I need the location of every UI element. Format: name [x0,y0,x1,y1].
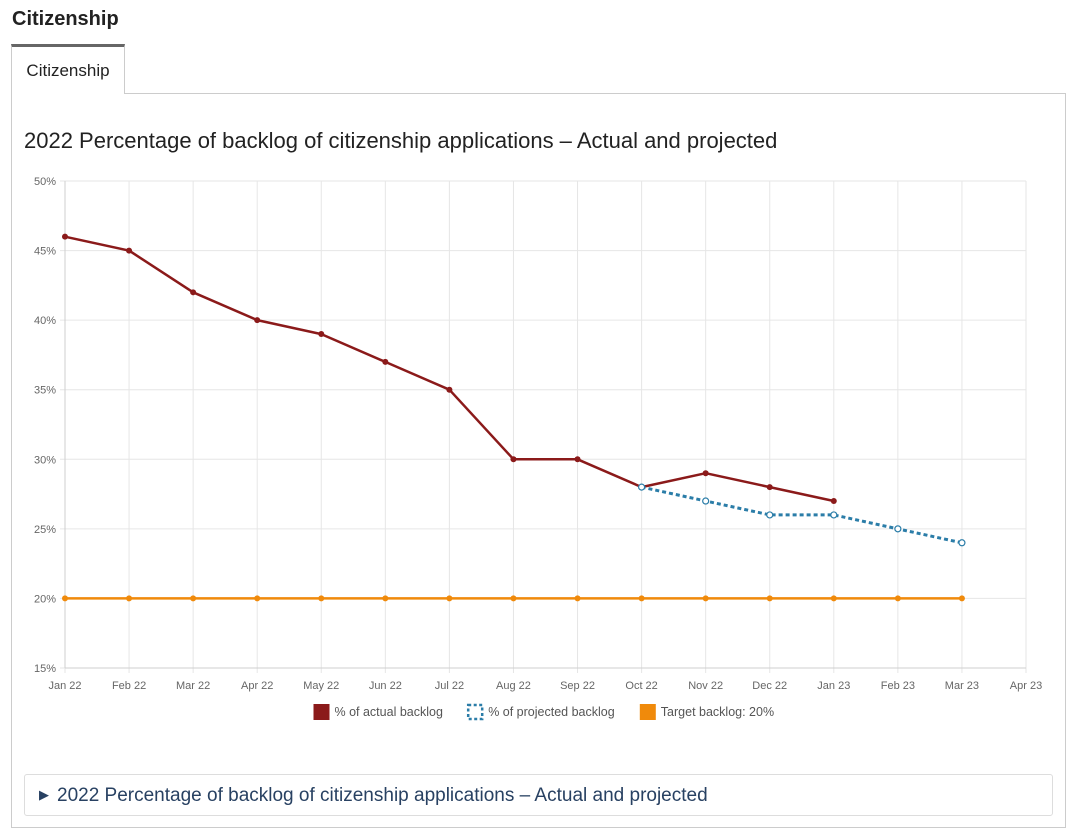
data-point-actual [510,456,517,463]
data-point-target [62,595,68,602]
data-point-target [190,595,197,602]
y-tick-label: 30% [34,454,56,466]
data-point-actual [254,317,261,324]
x-tick-label: Mar 22 [176,680,210,692]
x-tick-label: Jun 22 [369,680,402,692]
legend-label-target: Target backlog: 20% [661,705,774,719]
data-point-target [574,595,581,602]
tab-citizenship[interactable]: Citizenship [11,44,125,94]
legend-label-actual: % of actual backlog [335,705,443,719]
legend-swatch-target [639,704,656,720]
y-tick-label: 25% [34,524,56,536]
data-point-actual [190,289,197,296]
data-point-projected [702,497,710,505]
x-tick-label: Sep 22 [560,680,595,692]
x-tick-label: Apr 22 [241,680,273,692]
data-point-target [510,595,517,602]
y-tick-label: 40% [34,315,56,327]
data-point-target [126,595,133,602]
x-tick-label: Feb 23 [881,680,915,692]
y-tick-label: 20% [34,593,56,605]
x-tick-label: Mar 23 [945,680,979,692]
section-title: Citizenship [12,8,119,30]
data-point-actual [382,358,389,365]
data-point-projected [894,525,902,533]
data-point-projected [830,511,838,519]
legend-label-projected: % of projected backlog [488,705,615,719]
expand-triangle-icon: ▶ [39,787,49,802]
x-tick-label: Jan 23 [817,680,850,692]
legend-swatch-actual [313,704,330,720]
data-point-target [958,595,965,602]
data-point-target [638,595,645,602]
series-line-projected [641,485,963,545]
x-tick-label: May 22 [303,680,339,692]
details-toggle[interactable]: ▶ 2022 Percentage of backlog of citizensh… [24,774,1053,816]
data-point-target [446,595,453,602]
data-point-actual [702,470,709,477]
data-point-projected [766,511,774,519]
x-tick-label: Aug 22 [496,680,531,692]
data-point-actual [446,386,453,393]
y-tick-label: 35% [34,385,56,397]
data-point-target [254,595,261,602]
data-point-target [382,595,389,602]
data-point-actual [318,331,325,338]
data-point-target [894,595,901,602]
chart-title: 2022 Percentage of backlog of citizenshi… [24,128,778,153]
data-point-target [830,595,837,602]
data-point-target [702,595,709,602]
legend-swatch-projected [466,703,484,721]
details-label: 2022 Percentage of backlog of citizenshi… [57,785,708,806]
data-point-projected [637,483,646,491]
data-point-actual [126,247,133,254]
x-tick-label: Feb 22 [112,680,146,692]
y-tick-label: 45% [34,246,56,258]
data-point-actual [830,498,837,505]
x-tick-label: Jan 22 [48,680,81,692]
x-tick-label: Oct 22 [625,680,657,692]
y-tick-label: 50% [34,176,56,188]
data-point-target [318,595,325,602]
data-point-target [766,595,773,602]
x-tick-label: Apr 23 [1010,680,1042,692]
data-point-actual [574,456,581,463]
x-tick-label: Dec 22 [752,680,787,692]
data-point-actual [62,233,68,240]
y-tick-label: 15% [34,663,56,675]
data-point-projected [958,539,966,547]
line-chart: 15% 20% 25% 30% 35% 40% 45% 50% Jan 22 Feb 22 Mar … [34,176,1042,721]
data-point-actual [766,484,773,491]
x-tick-label: Nov 22 [688,680,723,692]
x-tick-label: Jul 22 [435,680,464,692]
